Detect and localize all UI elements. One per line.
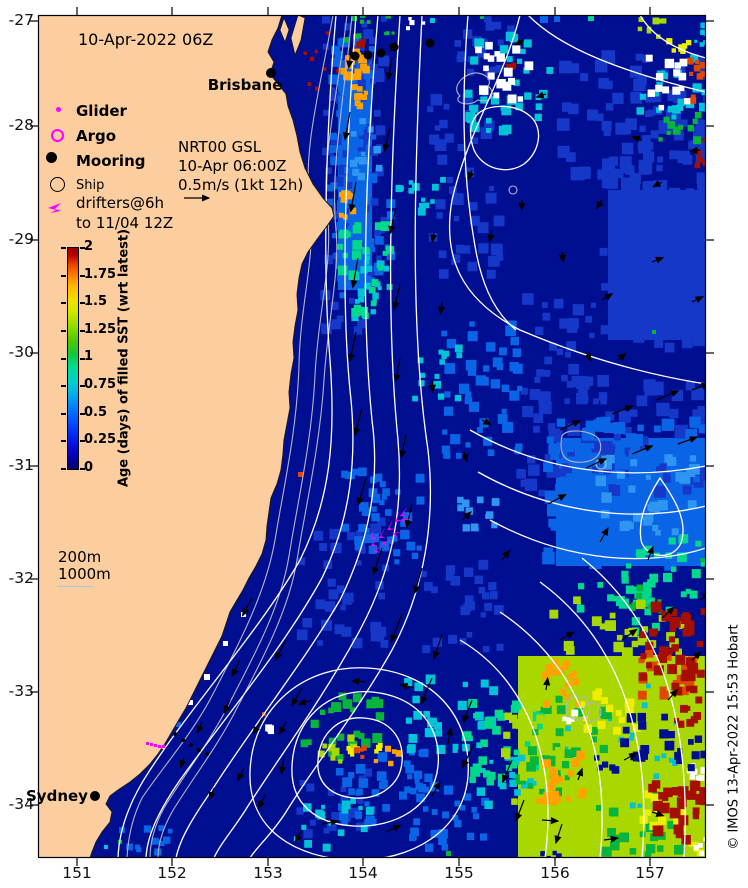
y-tick-label: -33 [8,682,34,700]
map-plot-area [38,15,706,858]
colorbar-tick: 1.75 [84,267,117,282]
ship-icon [50,177,65,192]
legend-ship-label: Ship [76,178,105,193]
colorbar-tick: 1.25 [84,322,117,337]
date-label: 10-Apr-2022 06Z [78,30,214,49]
city-label-sydney: Sydney [26,787,88,805]
model-note-line1: NRT00 GSL [178,138,262,156]
x-tick-label: 152 [157,864,187,882]
current-arrows [179,38,706,845]
sst-age-patches [104,15,706,858]
y-tick-label: -34 [8,795,34,813]
colorbar-tick: 0 [84,460,94,475]
model-note-line3: 0.5m/s (1kt 12h) [178,176,304,194]
y-tick-label: -31 [8,456,34,474]
colorbar-tick: 2 [84,239,94,254]
land-mass [38,15,335,858]
legend-drifters-line2: to 11/04 12Z [76,214,174,232]
y-tick-label: -27 [8,11,34,29]
isobath-200m-label: 200m [58,548,102,566]
x-tick-label: 155 [444,864,474,882]
colorbar-label: Age (days) of filled SST (wrt latest) [116,228,132,488]
legend-mooring-label: Mooring [76,152,146,170]
colorbar-tick: 1 [84,349,94,364]
y-tick-label: -29 [8,230,34,248]
model-note-line2: 10-Apr 06:00Z [178,157,287,175]
glider-icon [56,107,61,112]
x-tick-label: 156 [540,864,570,882]
colorbar-tick: 0.75 [84,377,117,392]
watermark: © IMOS 13-Apr-2022 15:53 Hobart [726,624,742,850]
x-tick-label: 157 [635,864,665,882]
isobath-1000m-label: 1000m [58,565,111,583]
y-tick-label: -30 [8,343,34,361]
argo-icon [51,129,64,142]
x-tick-label: 153 [253,864,283,882]
colorbar-tick: 0.5 [84,405,108,420]
ssh-contours [117,15,706,858]
y-tick-label: -28 [8,116,34,134]
legend-argo-label: Argo [76,127,117,145]
observation-markers [90,38,435,801]
x-tick-label: 154 [348,864,378,882]
axes-frame [30,7,714,866]
mooring-icon [46,152,57,163]
colorbar-tick: 0.25 [84,432,117,447]
legend-glider-label: Glider [76,102,127,120]
y-tick-label: -32 [8,569,34,587]
drifter-icon [48,203,61,213]
city-label-brisbane: Brisbane [207,76,283,94]
x-tick-label: 151 [62,864,92,882]
velocity-scale-arrow-icon [184,194,211,202]
legend-drifters-line1: drifters@6h [76,194,165,212]
colorbar [61,247,85,470]
isobath-line-sample [57,586,93,587]
colorbar-tick: 1.5 [84,294,108,309]
